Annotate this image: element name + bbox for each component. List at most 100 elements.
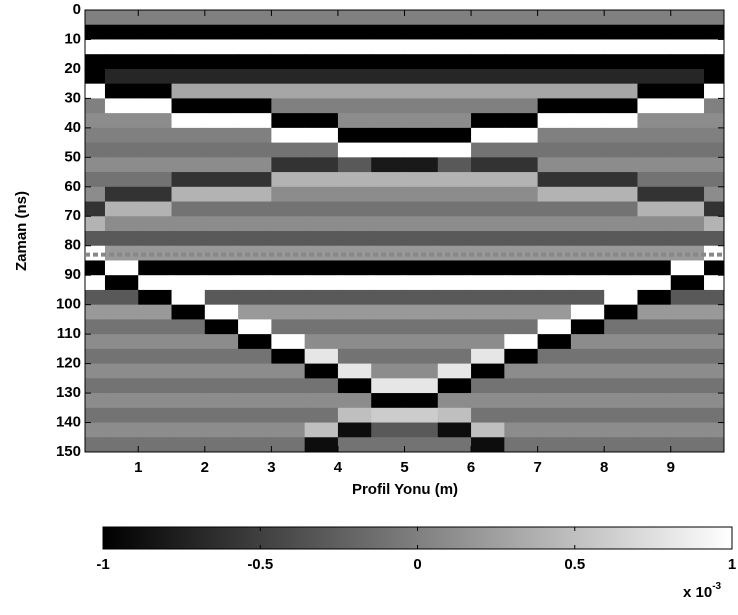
heatmap-cell <box>238 10 272 26</box>
heatmap-cell <box>670 363 705 379</box>
heatmap-cell <box>171 201 206 217</box>
heatmap-cell <box>271 407 306 424</box>
heatmap-cell <box>304 83 339 99</box>
heatmap-cell <box>471 24 505 40</box>
heatmap-cell <box>238 127 272 144</box>
heatmap-cell <box>604 113 638 129</box>
heatmap-cell <box>304 260 339 276</box>
heatmap-cell <box>471 393 505 409</box>
heatmap-cell <box>437 98 472 114</box>
heatmap-cell <box>304 201 339 217</box>
heatmap-cell <box>337 39 372 55</box>
heatmap-cell <box>637 407 672 424</box>
heatmap-cell <box>670 216 705 232</box>
heatmap-cell <box>604 157 638 173</box>
heatmap-cell <box>437 113 472 129</box>
heatmap-cell <box>271 201 306 217</box>
heatmap-cell <box>471 422 505 438</box>
heatmap-cell <box>104 127 139 144</box>
heatmap-cell <box>85 24 106 40</box>
heatmap-cell <box>171 231 206 247</box>
heatmap-cell <box>104 260 139 276</box>
heatmap-cell <box>271 10 306 26</box>
x-tick-label: 9 <box>667 459 675 476</box>
heatmap-cell <box>437 393 472 409</box>
y-tick-label: 50 <box>64 148 81 165</box>
heatmap-cell <box>504 437 539 452</box>
heatmap-cell <box>471 98 505 114</box>
heatmap-cell <box>271 319 306 335</box>
heatmap-cell <box>171 363 206 379</box>
heatmap-cell <box>471 304 505 320</box>
heatmap-cell <box>471 407 505 424</box>
heatmap-cell <box>85 260 106 276</box>
heatmap-cell <box>570 231 605 247</box>
heatmap-cell <box>670 437 705 452</box>
heatmap-cell <box>104 289 139 306</box>
heatmap-cell <box>204 348 239 365</box>
y-tick-label: 150 <box>56 443 81 460</box>
heatmap-cell <box>537 186 572 203</box>
heatmap-cell <box>371 407 405 424</box>
colorbar-tick-label: -0.5 <box>247 556 273 573</box>
y-tick-label: 0 <box>73 1 81 18</box>
heatmap-cell <box>637 113 672 129</box>
heatmap-cell <box>337 304 372 320</box>
heatmap-cell <box>404 275 439 291</box>
heatmap-cell <box>704 98 724 114</box>
heatmap-cell <box>504 407 539 424</box>
heatmap-cell <box>304 113 339 129</box>
heatmap-cell <box>204 231 239 247</box>
heatmap-cell <box>271 437 306 452</box>
heatmap-cell <box>271 393 306 409</box>
heatmap-cell <box>504 54 539 70</box>
heatmap-cell <box>670 304 705 320</box>
heatmap-cell <box>204 83 239 99</box>
heatmap-cell <box>104 216 139 232</box>
heatmap-cell <box>204 422 239 438</box>
heatmap-cell <box>85 319 106 335</box>
heatmap-cell <box>570 68 605 85</box>
heatmap-cell <box>271 289 306 306</box>
colorbar-label-base: x 10 <box>683 584 712 601</box>
heatmap-cell <box>171 157 206 173</box>
heatmap-cell <box>171 186 206 203</box>
heatmap-cell <box>204 363 239 379</box>
heatmap-cell <box>104 157 139 173</box>
heatmap-cell <box>670 83 705 99</box>
heatmap-cell <box>570 142 605 158</box>
heatmap-cell <box>371 54 405 70</box>
heatmap-cell <box>85 142 106 158</box>
heatmap-cell <box>704 113 724 129</box>
heatmap-cell <box>537 319 572 335</box>
heatmap-cell <box>171 68 206 85</box>
heatmap-cell <box>138 39 173 55</box>
heatmap-cell <box>537 363 572 379</box>
heatmap-cell <box>504 157 539 173</box>
colorbar-tick-label: 0 <box>413 556 421 573</box>
heatmap-cell <box>704 260 724 276</box>
heatmap-cell <box>271 83 306 99</box>
heatmap-cell <box>570 10 605 26</box>
heatmap-cell <box>304 68 339 85</box>
heatmap-cell <box>670 407 705 424</box>
heatmap-cell <box>504 216 539 232</box>
heatmap-cell <box>304 275 339 291</box>
heatmap-cell <box>537 83 572 99</box>
heatmap-cell <box>704 245 724 261</box>
heatmap-cell <box>238 201 272 217</box>
y-tick-label: 40 <box>64 119 81 136</box>
heatmap-cell <box>670 186 705 203</box>
heatmap-cell <box>404 39 439 55</box>
heatmap-cell <box>371 260 405 276</box>
heatmap-cell <box>85 393 106 409</box>
heatmap-cell <box>271 113 306 129</box>
heatmap-cell <box>337 334 372 350</box>
heatmap-cell <box>570 319 605 335</box>
heatmap-cell <box>670 142 705 158</box>
heatmap-cell <box>604 407 638 424</box>
heatmap-cell <box>404 127 439 144</box>
heatmap-cell <box>504 68 539 85</box>
heatmap-cell <box>85 10 106 26</box>
heatmap-cell <box>404 157 439 173</box>
